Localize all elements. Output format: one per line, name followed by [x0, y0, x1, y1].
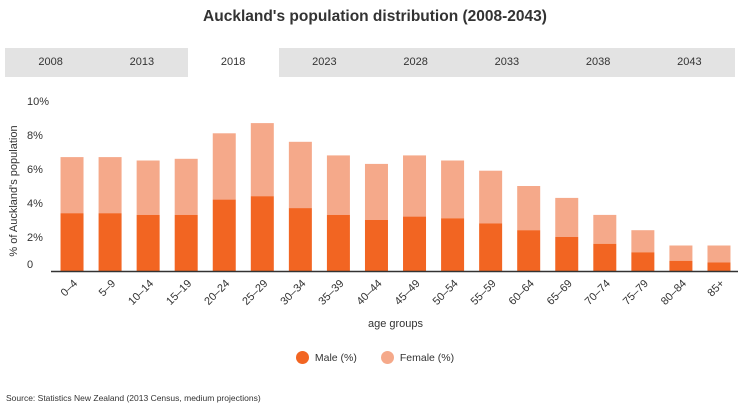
- x-tick-label: 50–54: [431, 278, 461, 308]
- bar-female-0[interactable]: [60, 157, 84, 214]
- y-tick-label: 8%: [27, 130, 43, 142]
- x-tick-label: 40–44: [354, 278, 384, 308]
- y-tick-label: 2%: [27, 232, 43, 244]
- legend-label-female: Female (%): [399, 351, 455, 364]
- y-tick-label: 10%: [27, 96, 49, 108]
- y-axis-title: % of Auckland's population: [8, 125, 20, 256]
- bar-female-17[interactable]: [707, 245, 731, 263]
- bar-male-1[interactable]: [98, 213, 122, 271]
- bar-female-2[interactable]: [136, 160, 160, 215]
- tab-2043[interactable]: 2043: [677, 56, 702, 68]
- bar-female-14[interactable]: [593, 214, 617, 244]
- bar-male-8[interactable]: [364, 220, 388, 271]
- tab-2008[interactable]: 2008: [38, 56, 63, 68]
- x-tick-label: 45–49: [393, 278, 423, 308]
- x-tick-label: 85+: [705, 278, 727, 300]
- x-tick-label: 35–39: [316, 278, 346, 308]
- bar-female-12[interactable]: [517, 186, 541, 231]
- bar-female-3[interactable]: [174, 158, 198, 215]
- bar-female-10[interactable]: [441, 160, 465, 219]
- x-tick-label: 80–84: [659, 278, 689, 308]
- bar-female-4[interactable]: [212, 133, 236, 200]
- bar-male-3[interactable]: [174, 214, 198, 271]
- x-tick-label: 70–74: [583, 278, 613, 308]
- x-tick-label: 75–79: [621, 278, 651, 308]
- x-tick-label: 0–4: [59, 278, 80, 299]
- bar-male-5[interactable]: [250, 196, 274, 271]
- x-tick-label: 30–34: [278, 278, 308, 308]
- bar-male-16[interactable]: [669, 260, 693, 271]
- y-tick-label: 6%: [27, 164, 43, 176]
- bar-male-13[interactable]: [555, 237, 579, 271]
- bar-male-0[interactable]: [60, 213, 84, 271]
- x-tick-label: 20–24: [202, 278, 232, 308]
- legend-swatch-female: [380, 351, 394, 364]
- bar-male-15[interactable]: [631, 252, 655, 271]
- bar-chart: 0 2% 4% 6% 8% 10% % of Auckland's population 0–…: [8, 96, 738, 330]
- bar-female-11[interactable]: [479, 170, 503, 224]
- bar-female-9[interactable]: [403, 155, 427, 217]
- bar-male-7[interactable]: [326, 214, 350, 271]
- bar-female-7[interactable]: [326, 155, 350, 215]
- legend-item-male[interactable]: Male (%): [295, 351, 357, 364]
- bar-female-6[interactable]: [288, 141, 312, 209]
- legend-item-female[interactable]: Female (%): [380, 351, 455, 364]
- bar-female-8[interactable]: [364, 163, 388, 220]
- bar-male-10[interactable]: [441, 218, 465, 271]
- bar-male-4[interactable]: [212, 199, 236, 271]
- tab-2038[interactable]: 2038: [585, 56, 611, 68]
- bar-male-12[interactable]: [517, 230, 541, 271]
- y-tick-label: 0: [27, 259, 33, 271]
- bar-female-13[interactable]: [555, 197, 579, 237]
- source-note: Source: Statistics New Zealand (2013 Cen…: [6, 393, 261, 403]
- bar-male-2[interactable]: [136, 214, 160, 271]
- bar-male-14[interactable]: [593, 243, 617, 271]
- x-tick-label: 5–9: [97, 278, 118, 299]
- x-tick-label: 60–64: [507, 278, 537, 308]
- x-axis-title: age groups: [368, 318, 424, 330]
- legend-label-male: Male (%): [314, 351, 357, 364]
- legend-swatch-male: [295, 351, 309, 364]
- chart-legend: Male (%) Female (%): [0, 351, 750, 364]
- bar-female-16[interactable]: [669, 245, 693, 261]
- bar-male-17[interactable]: [707, 262, 731, 272]
- x-tick-label: 25–29: [240, 278, 270, 308]
- y-tick-label: 4%: [27, 198, 43, 210]
- bar-female-5[interactable]: [250, 123, 274, 197]
- chart-title: Auckland's population distribution (2008…: [203, 8, 547, 25]
- year-tabs: 2008 2013 2018 2023 2028 2033 2038 2043: [5, 48, 735, 77]
- bar-female-15[interactable]: [631, 230, 655, 253]
- tab-2018[interactable]: 2018: [187, 48, 279, 77]
- tab-2033[interactable]: 2033: [494, 56, 520, 68]
- bar-male-9[interactable]: [403, 216, 427, 271]
- bar-male-11[interactable]: [479, 223, 503, 271]
- bar-male-6[interactable]: [288, 208, 312, 271]
- tab-2028[interactable]: 2028: [403, 56, 428, 68]
- x-tick-label: 15–19: [164, 278, 194, 308]
- x-tick-label: 10–14: [126, 278, 156, 308]
- bar-female-1[interactable]: [98, 157, 122, 214]
- tab-2023[interactable]: 2023: [312, 56, 337, 68]
- x-tick-label: 65–69: [545, 278, 575, 308]
- tab-2013[interactable]: 2013: [129, 56, 155, 68]
- x-tick-label: 55–59: [469, 278, 499, 308]
